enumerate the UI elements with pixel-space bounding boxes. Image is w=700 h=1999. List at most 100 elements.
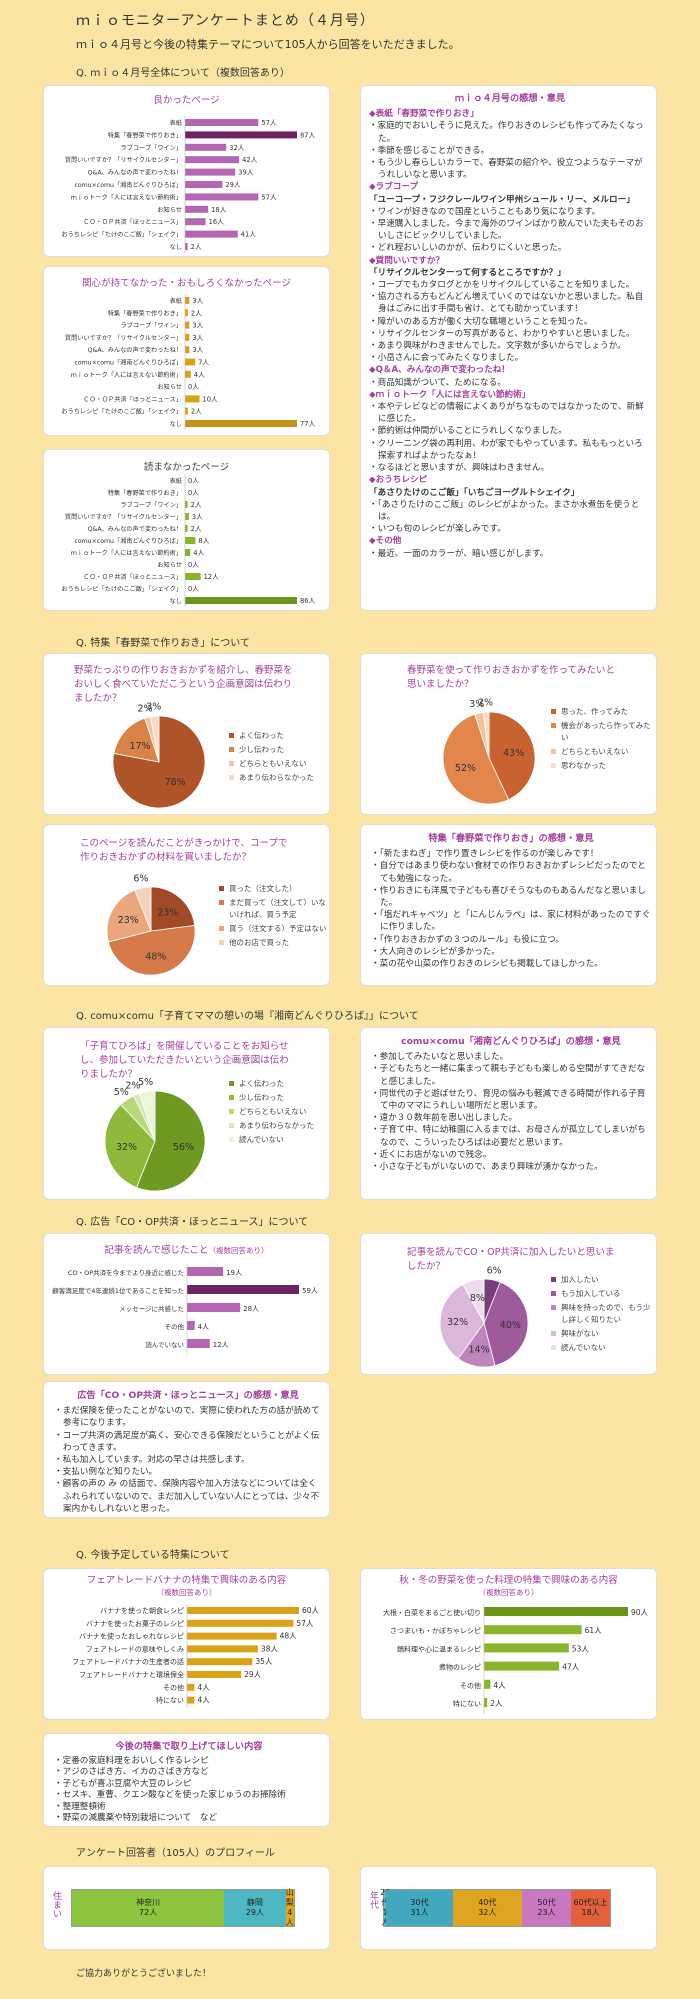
bar-label: 質問いいですか？「リサイクルセンター」: [65, 156, 182, 164]
bar: [187, 1696, 195, 1704]
bar-label: 質問いいですか？「リサイクルセンター」: [65, 334, 182, 342]
bar-label: comu×comu「湘南どんぐりひろば」: [74, 537, 182, 545]
pie-slice: [107, 925, 196, 976]
comment-item: 作りおきにも洋風で子どもも喜びそうなものもあるんだなと思いました。: [371, 885, 651, 909]
bar-value-label: 32人: [229, 144, 245, 152]
bar-label: おうちレシピ「たけのこご飯」「シェイク」: [61, 585, 182, 593]
bar-label: Q&A、みんなの声で変わったね！: [88, 525, 182, 533]
comment-topic: ◆表紙「春野菜で作りおき」: [369, 109, 479, 120]
bar: [185, 333, 190, 341]
legend-label: 興味を持ったので、もう少し詳しく知りたい: [561, 1303, 651, 1324]
comment-item: 「作りおきおかずの３つのルール」も役に立つ。: [371, 934, 651, 946]
legend-swatch: [229, 775, 234, 780]
bar-label: フェアトレードの意味やしくみ: [86, 1644, 184, 1653]
bar-label: ｍｉｏトーク「人には言えない節約術」: [71, 193, 182, 201]
bar: [187, 1607, 299, 1614]
bar-value-label: 48人: [280, 1632, 298, 1641]
bar-value-label: 47人: [562, 1663, 580, 1672]
panel-profile-age: 年代 20代 1人 30代 31人 40代 32人 50代 23人 60代以上 18人: [360, 1866, 657, 1950]
pie-value-label: 3%: [469, 699, 484, 710]
comment-topic: ◆Q＆A、みんなの声で変わったね！: [369, 365, 510, 376]
comment-topic: ◆質問いいですか？: [369, 255, 445, 266]
tokushu-comments-title: 特集「春野菜で作りおき」の感想・意見: [428, 833, 594, 844]
bar-value-label: 28人: [243, 1305, 259, 1313]
legend-label: 少し伝わった: [239, 1093, 284, 1102]
bar: [185, 395, 200, 403]
profile-segment-name: 20代: [379, 1888, 391, 1907]
legend-pie-ad: 加入したい もう加入している 興味を持ったので、もう少し詳しく知りたい 興味がない 読ん…: [551, 1274, 653, 1356]
comment-item: 参加してみたいなと思いました。: [371, 1051, 651, 1063]
ad-title-note: （複数回答あり）: [208, 1246, 269, 1255]
future1-title-note: （複数回答あり）: [156, 1588, 217, 1597]
comment-item: コープでもカタログとかをリサイクルしていることを知りました。: [369, 279, 651, 291]
comment-item: 大人向きのレシピが多かった。: [371, 946, 651, 958]
footer-thanks: ご協力ありがとうございました！: [76, 1969, 212, 1979]
bar-label: その他: [460, 1681, 481, 1690]
legend-label: 少し伝わった: [239, 745, 284, 754]
bar: [187, 1632, 277, 1640]
pie-slice: [139, 1090, 156, 1142]
legend-pie-comu: よく伝わった 少し伝わった どちらともいえない あまり伝わらなかった 読んでいない: [229, 1078, 329, 1148]
pie-value-label: 6%: [133, 873, 148, 884]
pie-value-label: 40%: [500, 1320, 521, 1331]
legend-item: 興味がない: [551, 1328, 653, 1340]
comment-list: 本やテレビなどの情報によくありがちなものではなかったので、新鮮に感じた。節約術は…: [369, 401, 651, 474]
bar-label: Q&A、みんなの声で変わったね！: [88, 169, 182, 177]
legend-label: 他のお店で買った: [229, 938, 289, 947]
ad-title-text: 記事を読んで感じたこと: [104, 1245, 209, 1256]
bar-label: 煮物のレシピ: [439, 1663, 481, 1672]
pie-slice: [149, 715, 160, 763]
bar-label: バナナを使ったお菓子のレシピ: [86, 1619, 184, 1628]
profile-segment-count: 31人: [410, 1908, 429, 1917]
bar-value-label: 57人: [296, 1619, 314, 1628]
bar-value-label: 19人: [226, 1269, 242, 1277]
profile-segment-count: 4人: [285, 1908, 294, 1927]
bar: [185, 321, 190, 329]
bar: [185, 573, 201, 580]
bar-value-label: 60人: [302, 1606, 320, 1615]
bar-value-label: 2人: [191, 309, 202, 317]
bar-label: なし: [170, 598, 182, 605]
section-heading-overall: Q. ｍｉｏ４月号全体について（複数回答あり）: [76, 68, 290, 79]
legend-swatch: [229, 1081, 234, 1086]
legend-label: どちらともいえない: [239, 1107, 307, 1116]
profile-segment-name: 40代: [478, 1898, 497, 1907]
bar-label: 特にない: [453, 1699, 481, 1708]
bar-value-label: 4人: [197, 1683, 210, 1692]
bar-value-label: 77人: [300, 420, 316, 428]
comment-item: 季節を感じることができる。: [369, 145, 651, 157]
legend-label: どちらともいえない: [239, 759, 307, 768]
legend-item: 読んでいない: [229, 1134, 329, 1146]
pie-value-label: 5%: [138, 1077, 153, 1088]
legend-swatch: [551, 1345, 556, 1350]
bar-value-label: 4人: [198, 1323, 209, 1331]
bar-value-label: 3人: [192, 513, 203, 521]
comment-item: 家庭的でおいしそうに見えた。作りおきのレシピも作ってみたくなった。: [369, 120, 651, 144]
ad-comments-title: 広告「CO・OP共済・ほっとニュース」の感想・意見: [77, 1390, 299, 1401]
bar-label: おうちレシピ「たけのこご飯」「シェイク」: [61, 408, 182, 416]
bar: [185, 119, 259, 126]
comment-list: コープでもカタログとかをリサイクルしていることを知りました。協力される方もどんど…: [369, 279, 651, 364]
comment-item: 商品知識がついて、ためになる。: [369, 377, 651, 389]
comment-item: 子育て中、特に幼稚園に入るまでは、お母さんが孤立してしまいがちなので、こういった…: [371, 1124, 651, 1148]
bar-label: comu×comu「湘南どんぐりひろば」: [74, 359, 182, 367]
comment-item: 協力される方もどんどん増えていくのではないかと思いました。私自身はごみに出す手間…: [369, 291, 651, 315]
chart-title-future2: 秋・冬の野菜を使った料理の特集で興味のある内容 （複数回答あり）: [361, 1575, 656, 1599]
legend-label: 買った（注文した）: [229, 884, 297, 893]
pie-slice: [150, 886, 196, 932]
legend-item: 思わなかった: [551, 760, 651, 772]
legend-swatch: [229, 1137, 234, 1142]
bar-label: おうちレシピ「たけのこご飯」「シェイク」: [61, 231, 182, 239]
residence-bar: 神奈川 72人 静岡 29人 山梨 4人: [71, 1888, 295, 1927]
legend-label: 読んでいない: [239, 1135, 284, 1144]
bar-label: お知らせ: [157, 561, 182, 569]
bar-value-label: 16人: [209, 218, 225, 226]
bar-label: お知らせ: [157, 206, 182, 214]
bar: [185, 205, 209, 213]
legend-item: 読んでいない: [551, 1342, 653, 1354]
legend-item: 買った（注文した）: [219, 883, 327, 895]
legend-pie-tokushu1: よく伝わった 少し伝わった どちらともいえない あまり伝わらなかった: [229, 730, 329, 786]
section-heading-profile: アンケート回答者（105人）のプロフィール: [76, 1848, 275, 1859]
comment-item: 「あさりたけのこご飯」のレシピがよかった。まさか水煮缶を使うとは。: [369, 499, 651, 523]
legend-label: 機会があったら作ってみたい: [561, 721, 651, 742]
